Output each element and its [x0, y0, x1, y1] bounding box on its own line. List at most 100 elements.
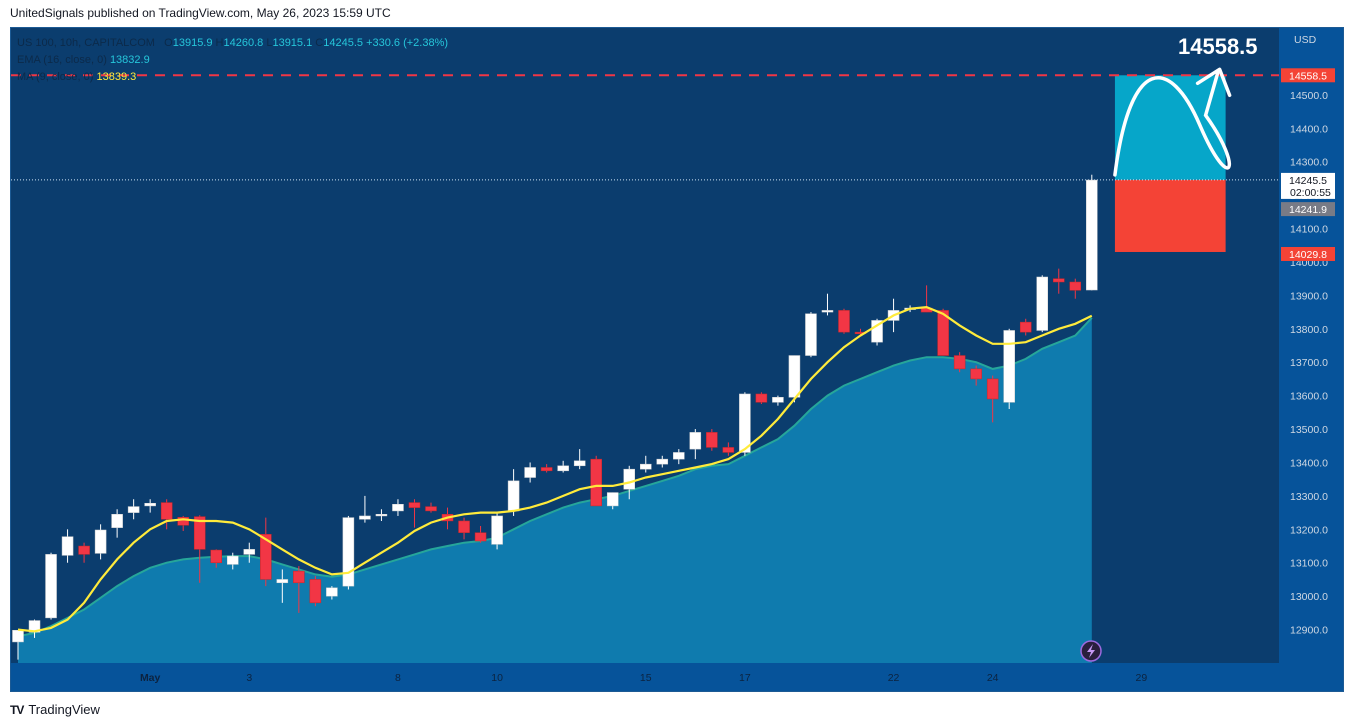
- footer-brand[interactable]: TV TradingView: [10, 702, 100, 717]
- y-tick-label: 13200.0: [1290, 524, 1328, 536]
- x-tick-label: 10: [491, 672, 503, 684]
- y-tick-label: 13400.0: [1290, 457, 1328, 469]
- candle-46: [772, 395, 784, 406]
- candle-body: [127, 506, 140, 513]
- ema-value: 13832.9: [109, 54, 150, 66]
- candle-23: [392, 499, 404, 516]
- price-tag-box: [1281, 246, 1335, 261]
- candle-21: [359, 495, 371, 523]
- candle-65: [1086, 174, 1098, 291]
- candle-body: [78, 545, 90, 555]
- y-tick-label: 13000.0: [1290, 591, 1328, 603]
- candle-50: [838, 308, 850, 334]
- y-tick-label: 13700.0: [1290, 357, 1328, 369]
- candle-32: [540, 464, 553, 473]
- candle-52: [871, 318, 883, 346]
- x-axis[interactable]: May 3 8 10 15 17 22 24 29: [140, 672, 1147, 684]
- candle-body: [326, 587, 338, 597]
- candle-body: [772, 397, 784, 403]
- candle-6: [111, 509, 123, 538]
- y-tick-label: 14500.0: [1290, 90, 1328, 102]
- open-label: O: [164, 37, 173, 49]
- candle-body: [276, 579, 289, 584]
- y-tick-label: 14100.0: [1290, 224, 1328, 236]
- plot-area[interactable]: [11, 28, 1279, 663]
- price-tag-countdown: 02:00:55: [1290, 187, 1331, 199]
- candle-43: [722, 442, 735, 456]
- candle-38: [640, 455, 652, 473]
- candle-48: [805, 312, 817, 358]
- price-tag-label: 14029.8: [1289, 249, 1327, 261]
- candle-body: [144, 502, 156, 507]
- candle-body: [243, 549, 256, 555]
- candle-body: [61, 536, 74, 556]
- candle-body: [1019, 321, 1032, 333]
- candle-62: [1036, 275, 1048, 333]
- candle-57: [953, 352, 966, 373]
- candle-9: [160, 499, 173, 530]
- low-value: 13915.1: [272, 37, 313, 49]
- candle-body: [458, 520, 470, 533]
- x-tick-label: 8: [395, 672, 401, 684]
- candle-41: [689, 429, 702, 460]
- candle-18: [309, 576, 322, 607]
- candle-body: [656, 458, 669, 465]
- candle-11: [193, 515, 206, 583]
- price-tag-label: 14558.5: [1289, 70, 1327, 82]
- candle-body: [342, 517, 355, 587]
- candle-body: [474, 532, 487, 542]
- candle-22: [375, 509, 388, 521]
- y-tick-label: 13100.0: [1290, 558, 1328, 570]
- candle-40: [673, 449, 685, 465]
- candle-body: [1003, 330, 1015, 403]
- candle-body: [392, 504, 404, 512]
- candle-body: [293, 570, 305, 584]
- currency-label: USD: [1294, 34, 1317, 46]
- candle-3: [61, 529, 74, 563]
- candle-31: [524, 462, 536, 483]
- ema-label: EMA (16, close, 0): [17, 54, 107, 66]
- candle-61: [1019, 318, 1032, 336]
- candle-body: [573, 460, 586, 467]
- close-label: C: [315, 37, 324, 49]
- candle-body: [260, 534, 272, 580]
- candle-body: [1053, 278, 1065, 283]
- candle-body: [309, 579, 322, 604]
- price-tags: 14558.5 14245.502:00:55 14241.9 14029.8: [1281, 68, 1335, 261]
- flash-icon[interactable]: [1080, 640, 1102, 662]
- candle-24: [408, 499, 421, 528]
- candle-body: [606, 492, 619, 507]
- candle-body: [1086, 179, 1098, 291]
- candle-body: [739, 393, 751, 453]
- x-tick-label: 3: [246, 672, 252, 684]
- candle-body: [838, 310, 850, 333]
- ema-line: [17, 317, 1093, 638]
- candle-7: [127, 499, 140, 520]
- candle-body: [111, 514, 123, 528]
- candle-14: [243, 542, 256, 563]
- candle-body: [177, 517, 189, 526]
- candle-body: [94, 529, 107, 554]
- candle-body: [359, 515, 371, 520]
- candle-body: [557, 465, 569, 472]
- candle-body: [160, 502, 173, 520]
- candle-body: [1036, 276, 1048, 331]
- candle-16: [276, 569, 289, 603]
- candle-2: [45, 552, 57, 620]
- candle-body: [640, 463, 652, 470]
- candle-body: [540, 467, 553, 472]
- candle-body: [706, 432, 718, 448]
- tradingview-brand: TradingView: [28, 702, 100, 717]
- candle-39: [656, 455, 669, 468]
- ma-line: [17, 305, 1093, 633]
- ma-row[interactable]: MA (9, close, 0) 13839.3: [17, 69, 448, 86]
- candle-body: [375, 514, 388, 517]
- candle-body: [821, 310, 834, 313]
- ema-row[interactable]: EMA (16, close, 0) 13832.9: [17, 52, 448, 69]
- price-tag-box: [1281, 202, 1335, 217]
- symbol-label[interactable]: US 100, 10h, CAPITALCOM: [17, 37, 155, 49]
- candle-58: [970, 365, 982, 386]
- candle-5: [94, 524, 107, 560]
- ma-value: 13839.3: [96, 71, 137, 83]
